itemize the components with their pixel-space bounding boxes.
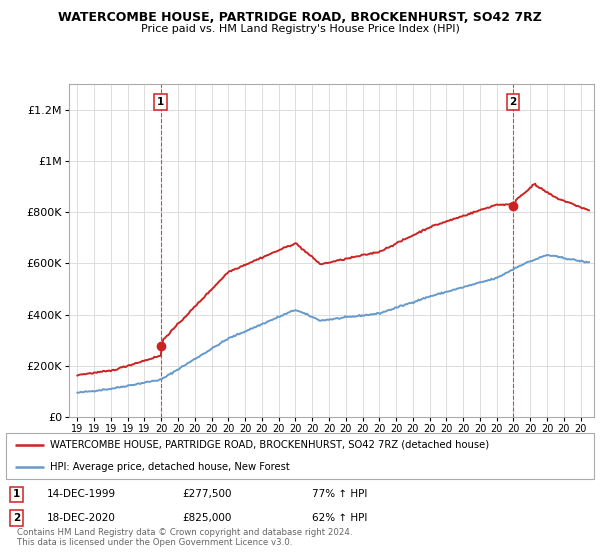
Text: 18-DEC-2020: 18-DEC-2020 [47, 513, 116, 523]
Text: 77% ↑ HPI: 77% ↑ HPI [312, 489, 367, 499]
Text: WATERCOMBE HOUSE, PARTRIDGE ROAD, BROCKENHURST, SO42 7RZ (detached house): WATERCOMBE HOUSE, PARTRIDGE ROAD, BROCKE… [50, 440, 489, 450]
Text: 2: 2 [509, 97, 517, 107]
Text: 2: 2 [13, 513, 20, 523]
FancyBboxPatch shape [6, 433, 594, 479]
Text: WATERCOMBE HOUSE, PARTRIDGE ROAD, BROCKENHURST, SO42 7RZ: WATERCOMBE HOUSE, PARTRIDGE ROAD, BROCKE… [58, 11, 542, 24]
Text: Contains HM Land Registry data © Crown copyright and database right 2024.
This d: Contains HM Land Registry data © Crown c… [17, 528, 352, 548]
Text: Price paid vs. HM Land Registry's House Price Index (HPI): Price paid vs. HM Land Registry's House … [140, 24, 460, 34]
Text: 1: 1 [13, 489, 20, 499]
Text: £277,500: £277,500 [182, 489, 232, 499]
Text: 62% ↑ HPI: 62% ↑ HPI [312, 513, 367, 523]
Text: £825,000: £825,000 [182, 513, 232, 523]
Text: 1: 1 [157, 97, 164, 107]
Text: HPI: Average price, detached house, New Forest: HPI: Average price, detached house, New … [50, 462, 290, 472]
Text: 14-DEC-1999: 14-DEC-1999 [47, 489, 116, 499]
